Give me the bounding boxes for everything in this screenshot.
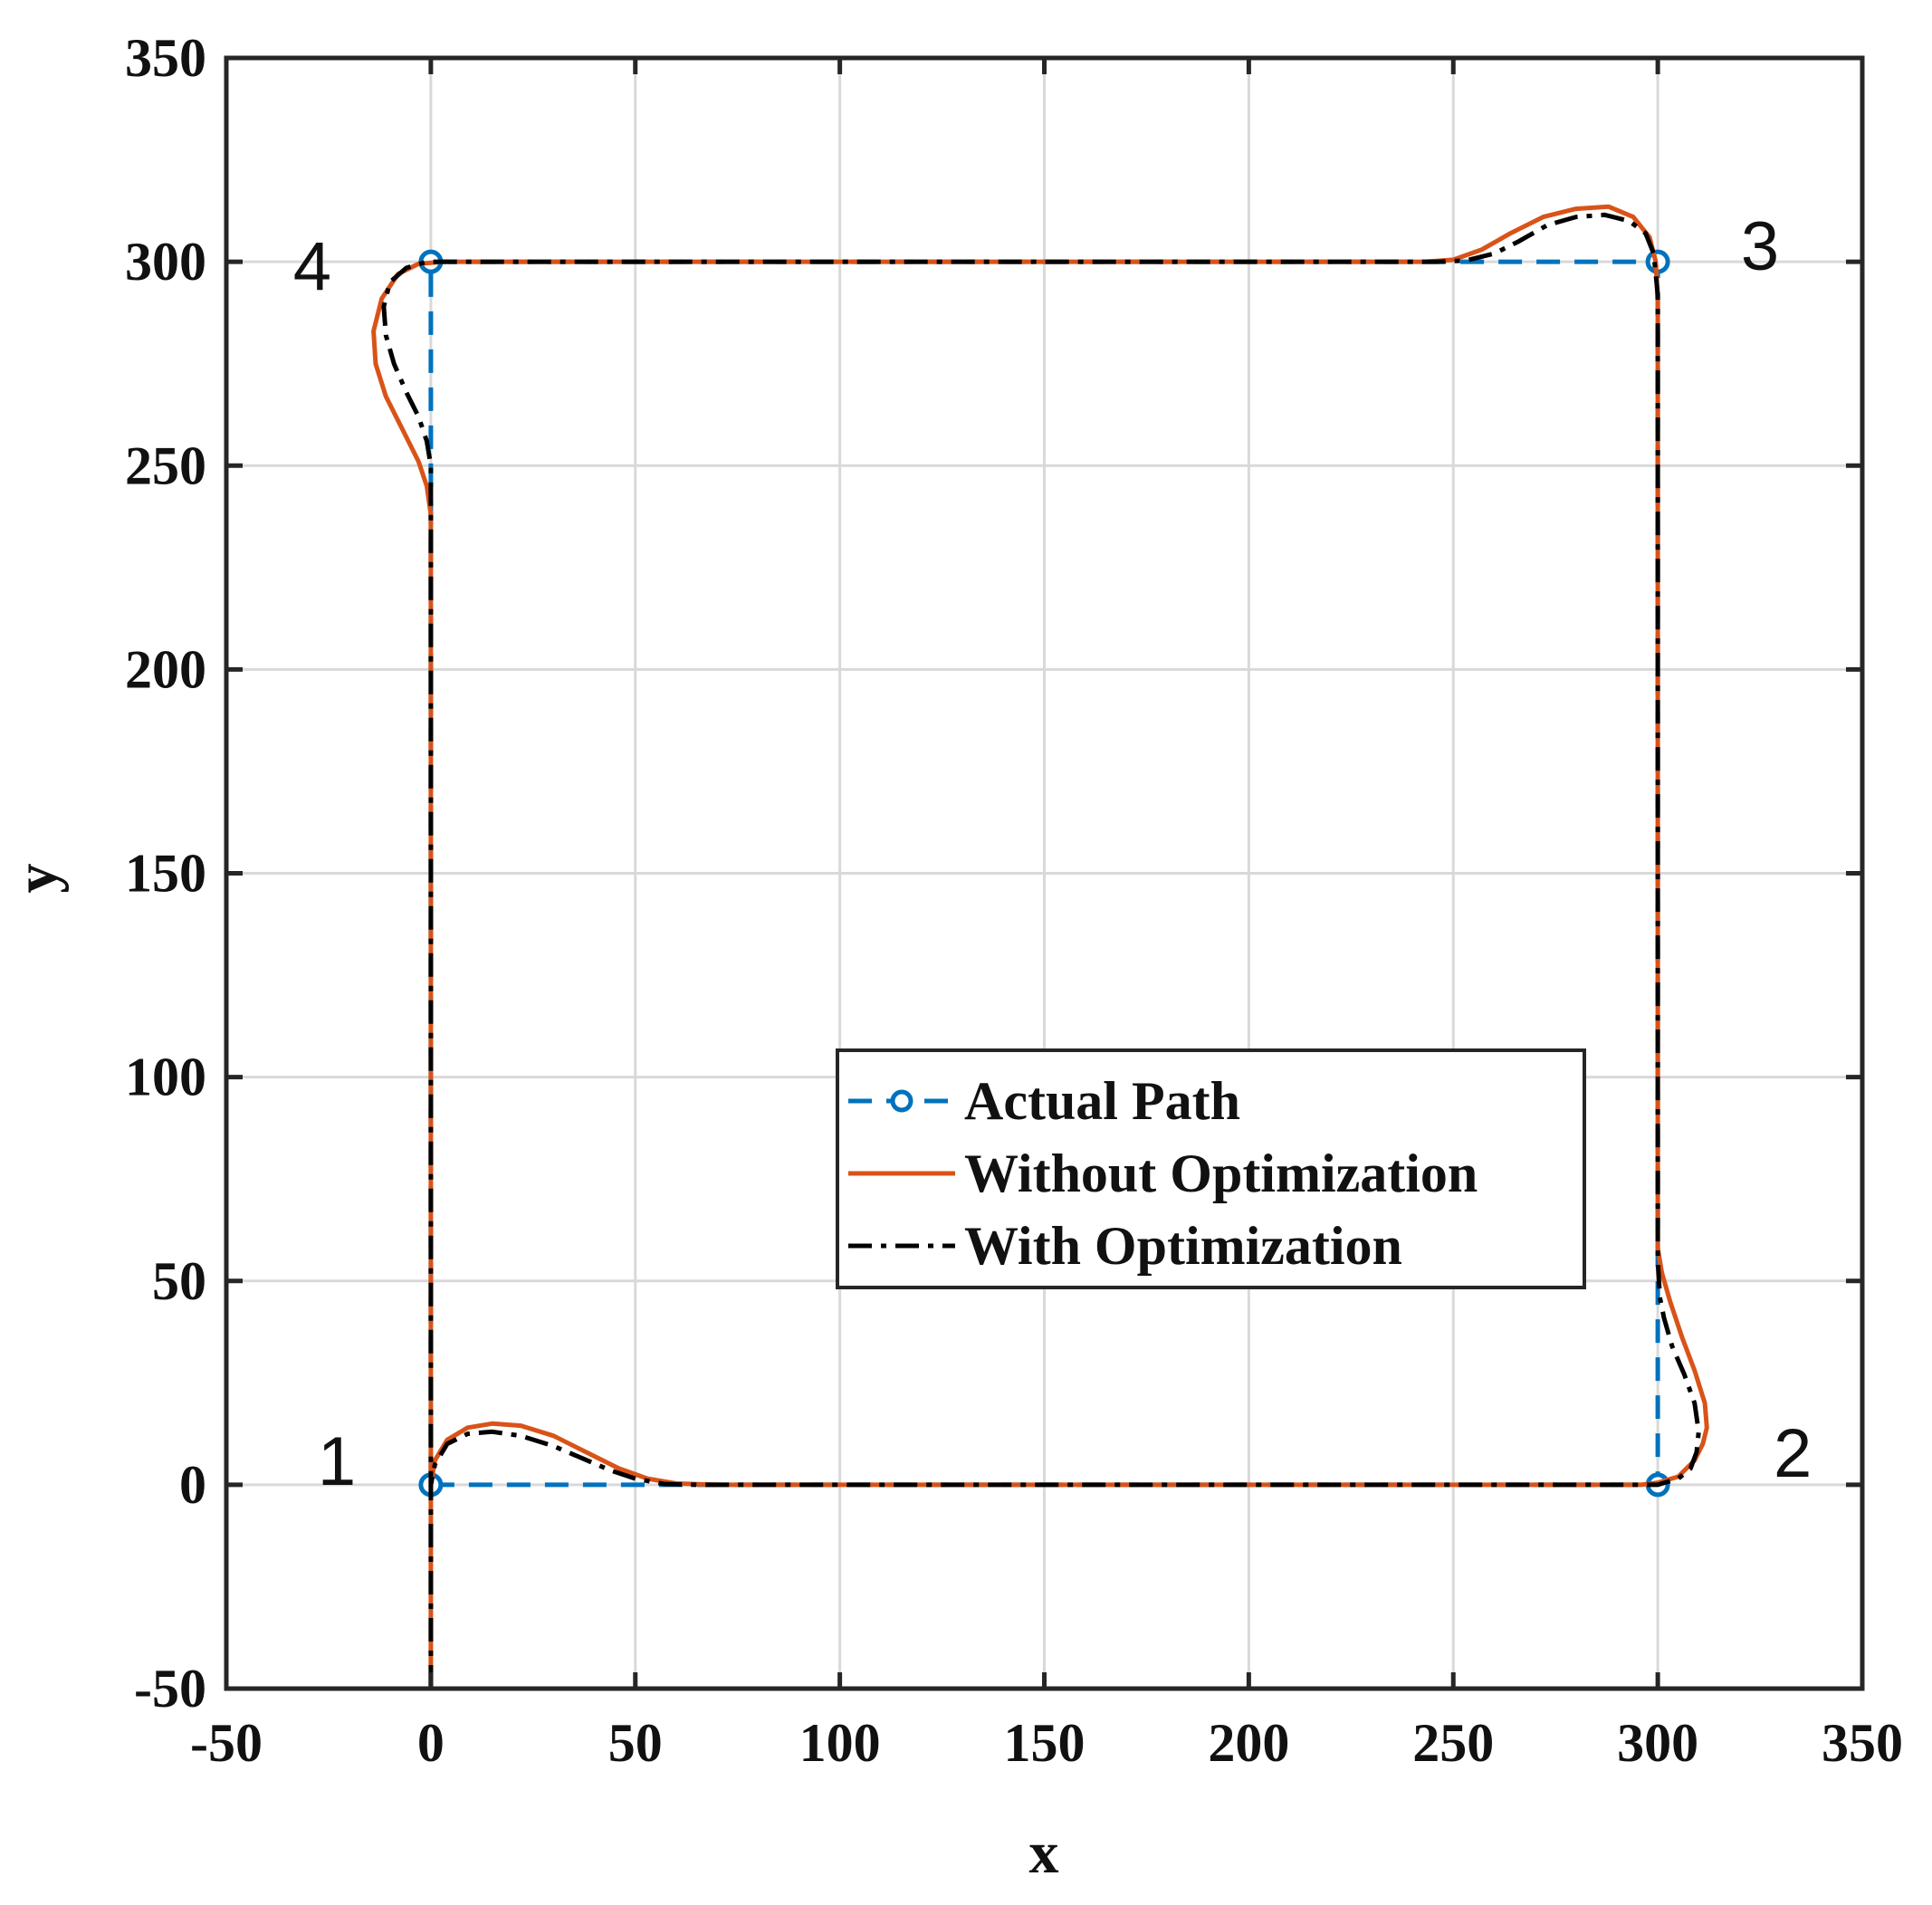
waypoint-labels: 1 2 3 4	[293, 208, 1812, 1500]
legend-label: With Optimization	[964, 1216, 1402, 1276]
legend-label: Actual Path	[964, 1071, 1240, 1131]
legend-marker	[890, 1089, 913, 1113]
y-tick-label: 0	[179, 1455, 206, 1515]
x-axis-label: x	[1029, 1820, 1059, 1886]
waypoint-label-2: 2	[1774, 1415, 1812, 1492]
y-tick-label: 100	[125, 1048, 206, 1107]
grid	[226, 58, 1862, 1689]
y-tick-label: -50	[134, 1659, 206, 1718]
waypoint-label-1: 1	[318, 1423, 356, 1500]
x-tick-label: 200	[1208, 1713, 1289, 1773]
x-tick-label: 100	[799, 1713, 881, 1773]
waypoint-label-4: 4	[293, 229, 331, 306]
x-tick-label: -50	[190, 1713, 263, 1773]
x-tick-label: 350	[1822, 1713, 1903, 1773]
x-tick-label: 0	[417, 1713, 445, 1773]
legend-label: Without Optimization	[964, 1144, 1478, 1203]
waypoint-label-3: 3	[1741, 208, 1779, 285]
series-line-without-optimization	[371, 204, 1709, 1689]
x-tick-label: 250	[1412, 1713, 1494, 1773]
y-tick-label: 150	[125, 844, 206, 904]
legend-box	[836, 1048, 1586, 1289]
series-group	[371, 204, 1709, 1689]
y-axis-label: y	[4, 864, 70, 894]
y-tick-label: 300	[125, 232, 206, 292]
y-tick-label: 350	[125, 28, 206, 88]
tick-labels: -50 0 50 100 150 200 250 300 350 -50 0 50 100 150 200 2…	[125, 28, 1903, 1773]
y-tick-label: 200	[125, 639, 206, 699]
x-tick-label: 300	[1617, 1713, 1698, 1773]
y-tick-label: 50	[152, 1251, 206, 1311]
x-tick-label: 50	[608, 1713, 663, 1773]
legend: Actual Path Without Optimization With Opti…	[836, 1048, 1586, 1289]
series-line-with-optimization	[381, 212, 1701, 1689]
y-tick-label: 250	[125, 436, 206, 495]
x-tick-label: 150	[1004, 1713, 1086, 1773]
